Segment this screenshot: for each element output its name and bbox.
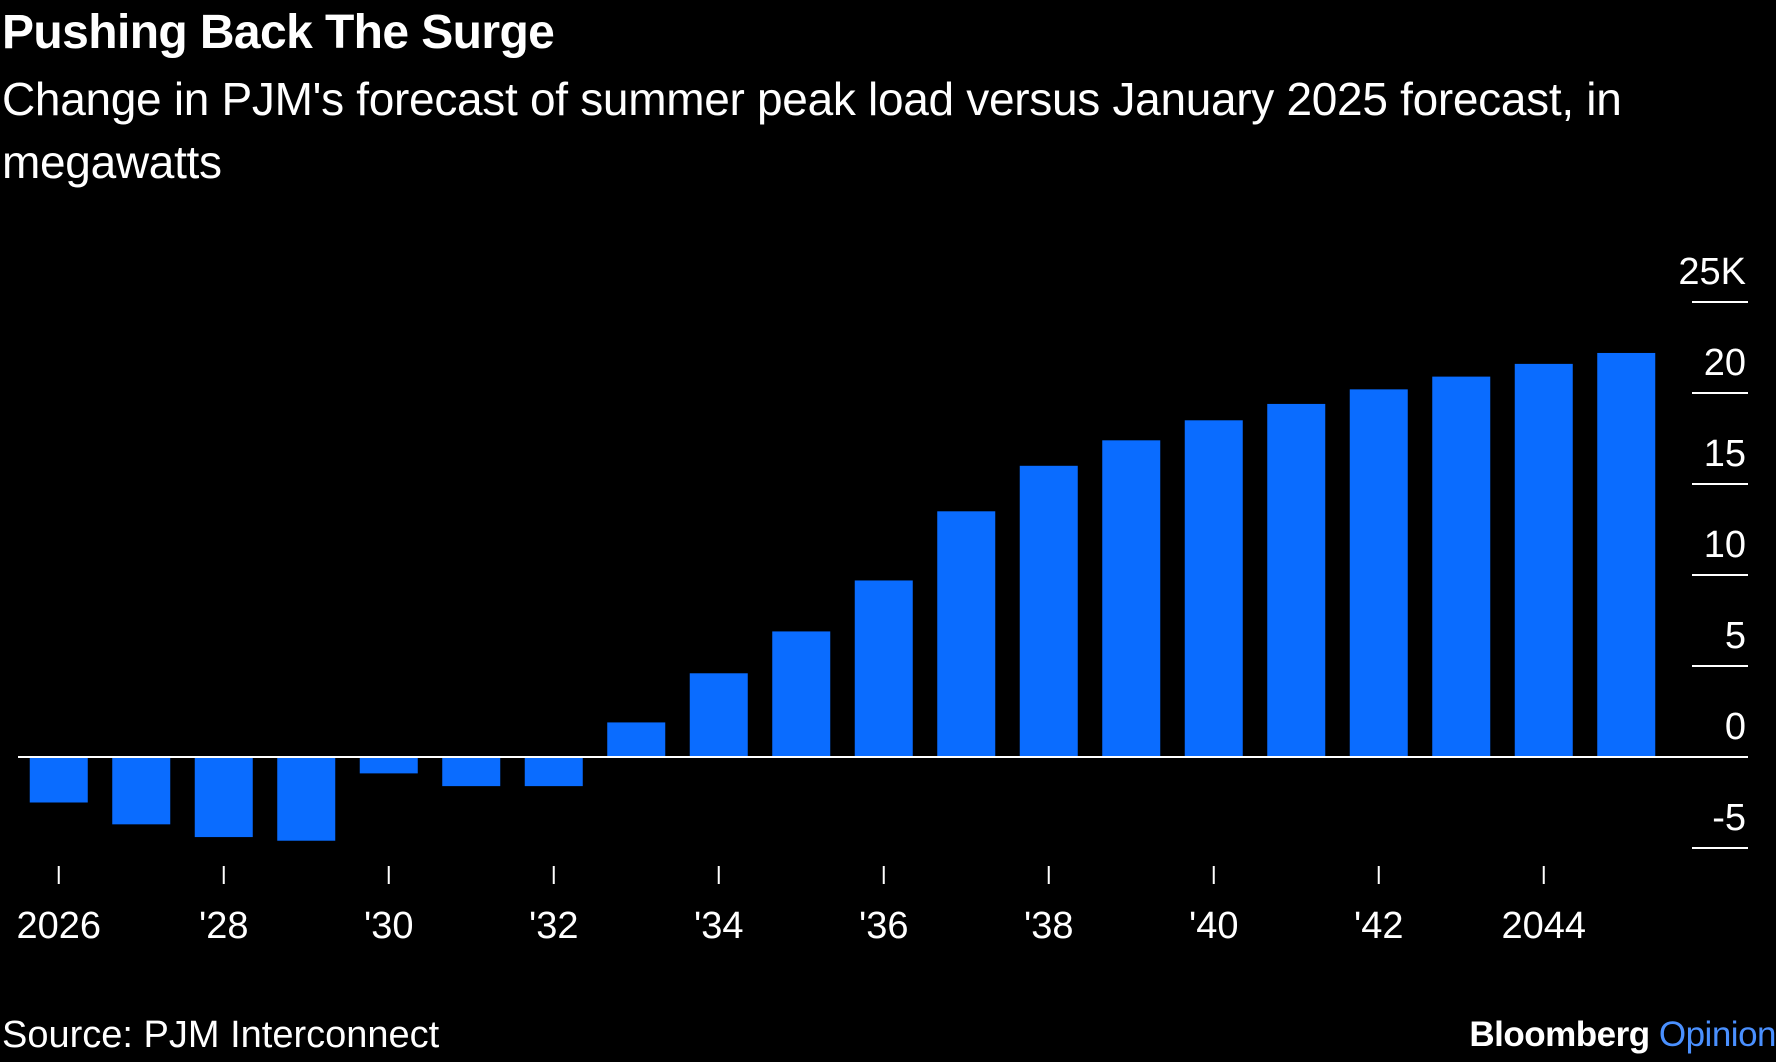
x-tick-label: 2026 [16,905,101,947]
bar [1102,440,1161,757]
y-tick-label: 15 [1704,433,1746,475]
bar [689,673,748,757]
x-tick-label: '42 [1354,905,1404,947]
x-axis: 2026 '28 '30 '32 '34 '36 '38 '40 '42 2044 [16,866,1586,947]
bar [1597,352,1656,757]
brand-name: Bloomberg [1469,1015,1650,1054]
x-tick-label: '40 [1189,905,1239,947]
bar [1349,389,1408,757]
bar [1432,376,1491,757]
bar [524,757,583,787]
y-tick-label: 20 [1704,342,1746,384]
bar [359,757,418,774]
x-tick-label: '36 [859,905,909,947]
bar [1514,363,1573,757]
bar [442,757,501,787]
bar [112,757,171,825]
x-tick-label: '28 [199,905,249,947]
chart-title: Pushing Back The Surge [2,6,555,59]
brand-logo: Bloomberg Opinion [1469,1010,1776,1060]
y-tick-label: 0 [1725,706,1746,748]
x-tick-label: '32 [529,905,579,947]
bar [772,631,831,757]
y-tick-label: -5 [1712,797,1746,839]
chart-subtitle: Change in PJM's forecast of summer peak … [2,73,1622,188]
x-tick-label: '34 [694,905,744,947]
y-tick-label: 10 [1704,524,1746,566]
bar [854,580,913,757]
x-tick-label: '38 [1024,905,1074,947]
bar [277,757,336,841]
source-note: Source: PJM Interconnect [2,1014,440,1056]
brand-section: Opinion [1658,1015,1776,1054]
y-tick-label: 25K [1678,251,1746,293]
bar-series [29,352,1656,841]
x-tick-label: '30 [364,905,414,947]
bar [1184,420,1243,757]
bar [1019,465,1078,757]
y-axis: -5 0 5 10 15 20 25K [1678,251,1748,849]
y-tick-label: 5 [1725,615,1746,657]
x-tick-label: 2044 [1501,905,1586,947]
bar [194,757,253,838]
bar [937,511,996,757]
bar-chart: -5 0 5 10 15 20 25K 2026 '28 '30 '32 '34 '36 '38 '40 '… [16,251,1748,947]
bar [1267,403,1326,757]
bar [29,757,88,803]
bar [607,722,666,757]
